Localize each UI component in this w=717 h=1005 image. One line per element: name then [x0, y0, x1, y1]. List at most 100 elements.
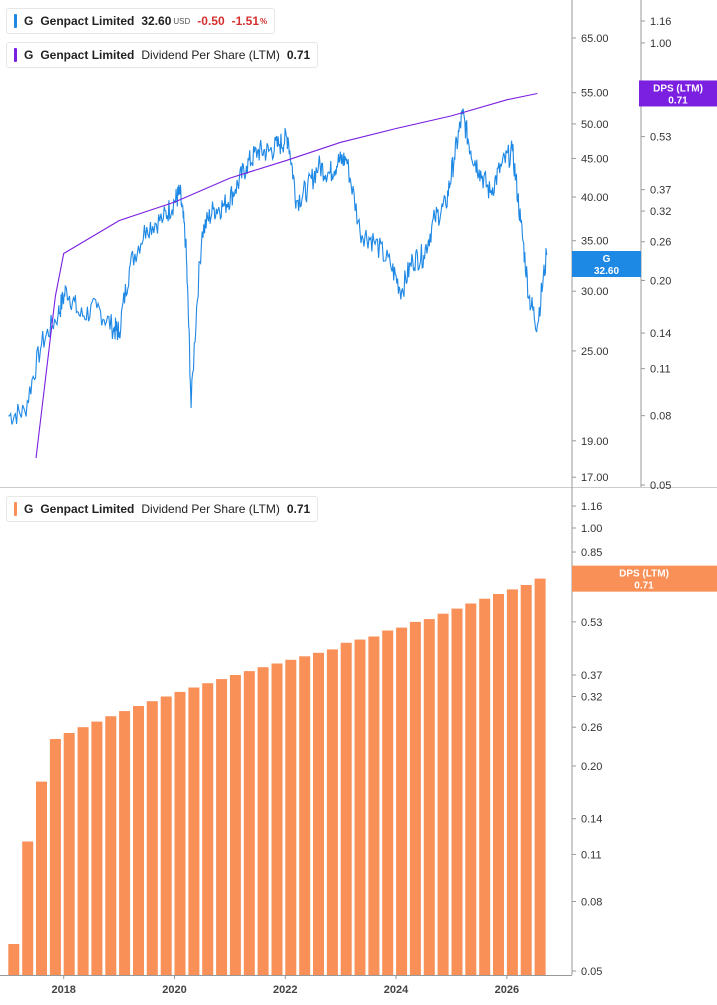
bar-axis-label: 0.32 — [581, 691, 602, 703]
dps-bar — [216, 679, 228, 975]
price-axis-label: 65.00 — [581, 33, 609, 45]
last-dps-tag-bottom-name: DPS (LTM) — [619, 569, 669, 580]
last-dps-tag-top-value: 0.71 — [668, 95, 688, 106]
price-axis-label: 55.00 — [581, 88, 609, 100]
bar-axis-label: 0.20 — [581, 761, 602, 773]
price-legend-value: 32.60 — [141, 14, 172, 28]
dps-bar — [229, 675, 241, 975]
dps-bottom-legend-value: 0.71 — [286, 502, 311, 516]
last-dps-tag-top-name: DPS (LTM) — [653, 83, 703, 94]
dps-bar — [188, 687, 200, 975]
x-axis-label: 2018 — [51, 984, 75, 996]
dps-top-swatch — [14, 48, 17, 62]
dps-bar — [63, 733, 75, 975]
dps-bar — [36, 781, 47, 975]
dps-bar — [368, 636, 380, 975]
dps-bar — [409, 621, 421, 975]
dps-axis-label: 0.53 — [650, 132, 671, 144]
price-axis-label: 30.00 — [581, 286, 609, 298]
price-legend[interactable]: G Genpact Limited 32.60 USD -0.50 -1.51 … — [6, 8, 276, 34]
bar-axis-label: 0.11 — [581, 849, 602, 861]
last-dps-tag-bottom — [572, 565, 717, 592]
dps-axis-label: 0.05 — [650, 480, 671, 492]
dps-top-legend-symbol: G — [24, 48, 34, 62]
dps-bar — [271, 663, 283, 975]
dps-bar — [8, 944, 20, 975]
bar-axis-label: 0.37 — [581, 670, 602, 682]
price-axis-label: 40.00 — [581, 192, 609, 204]
x-axis-label: 2020 — [162, 984, 186, 996]
dps-axis-label: 0.08 — [650, 411, 671, 423]
price-legend-change: -0.50 — [197, 14, 225, 28]
dps-bar — [465, 603, 477, 975]
last-price-tag — [572, 250, 641, 277]
dps-bar — [534, 578, 546, 975]
price-series-line — [8, 108, 548, 425]
dps-bar — [77, 727, 89, 975]
dps-bottom-legend-symbol: G — [24, 502, 34, 516]
price-axis-label: 25.00 — [581, 346, 609, 358]
bar-axis-label: 0.53 — [581, 617, 602, 629]
last-price-tag-symbol: G — [603, 254, 611, 265]
dps-top-legend-name: Genpact Limited — [40, 48, 135, 62]
dps-bar — [133, 706, 144, 975]
dps-bar — [479, 598, 491, 975]
bar-axis-label: 0.08 — [581, 896, 602, 908]
dps-axis-label: 0.14 — [650, 328, 671, 340]
dps-top-legend-metric: Dividend Per Share (LTM) — [141, 48, 280, 62]
dps-bottom-legend-metric: Dividend Per Share (LTM) — [141, 502, 280, 516]
bar-axis-label: 0.14 — [581, 814, 602, 826]
x-axis-label: 2022 — [273, 984, 297, 996]
dps-axis-label: 0.37 — [650, 185, 671, 197]
dps-bar — [174, 691, 186, 975]
dps-top-legend-value: 0.71 — [286, 48, 311, 62]
dps-bar — [520, 585, 532, 975]
last-dps-tag-top — [639, 80, 717, 107]
dps-bar — [326, 649, 338, 975]
x-axis-label: 2026 — [495, 984, 519, 996]
price-legend-pct-sign: % — [260, 16, 268, 26]
price-axis-label: 19.00 — [581, 436, 609, 448]
dps-bar — [22, 841, 34, 975]
price-axis-label: 45.00 — [581, 153, 609, 165]
dps-axis-label: 0.11 — [650, 364, 671, 376]
last-price-tag-value: 32.60 — [594, 266, 619, 277]
dps-bar — [437, 613, 449, 975]
dps-bottom-legend[interactable]: G Genpact Limited Dividend Per Share (LT… — [6, 496, 319, 522]
dps-bar — [202, 683, 214, 975]
dps-bar — [299, 656, 311, 975]
dps-bar — [506, 589, 518, 975]
dps-series-line — [35, 92, 538, 459]
dps-bar — [313, 652, 324, 975]
last-dps-tag-bottom-value: 0.71 — [634, 581, 654, 592]
dps-bar — [493, 594, 504, 975]
price-axis-label: 17.00 — [581, 472, 609, 484]
dps-bar — [105, 716, 117, 975]
dps-bar — [354, 639, 366, 975]
bar-axis-label: 1.00 — [581, 523, 602, 535]
price-axis-label: 50.00 — [581, 119, 609, 131]
dps-bar — [146, 701, 158, 975]
dps-bar — [119, 711, 131, 975]
bar-axis-label: 1.16 — [581, 501, 602, 513]
dps-bar — [451, 608, 463, 975]
x-axis-label: 2024 — [384, 984, 409, 996]
dps-axis-label: 1.16 — [650, 16, 671, 28]
dps-bar — [396, 627, 408, 975]
price-legend-unit: USD — [173, 16, 191, 26]
price-legend-symbol: G — [24, 14, 34, 28]
dps-bar — [382, 630, 394, 975]
dps-bar — [49, 739, 61, 975]
dps-axis-label: 0.20 — [650, 275, 671, 287]
dps-bottom-swatch — [14, 502, 17, 516]
dps-axis-label: 0.26 — [650, 237, 671, 249]
dps-bar — [160, 696, 172, 975]
bar-axis-label: 0.26 — [581, 722, 602, 734]
dps-top-legend[interactable]: G Genpact Limited Dividend Per Share (LT… — [6, 42, 319, 68]
bar-axis-label: 0.85 — [581, 547, 602, 559]
price-swatch — [14, 14, 17, 28]
price-axis-label: 35.00 — [581, 236, 609, 248]
price-legend-change-pct: -1.51 — [231, 14, 259, 28]
dps-bar — [91, 721, 103, 975]
